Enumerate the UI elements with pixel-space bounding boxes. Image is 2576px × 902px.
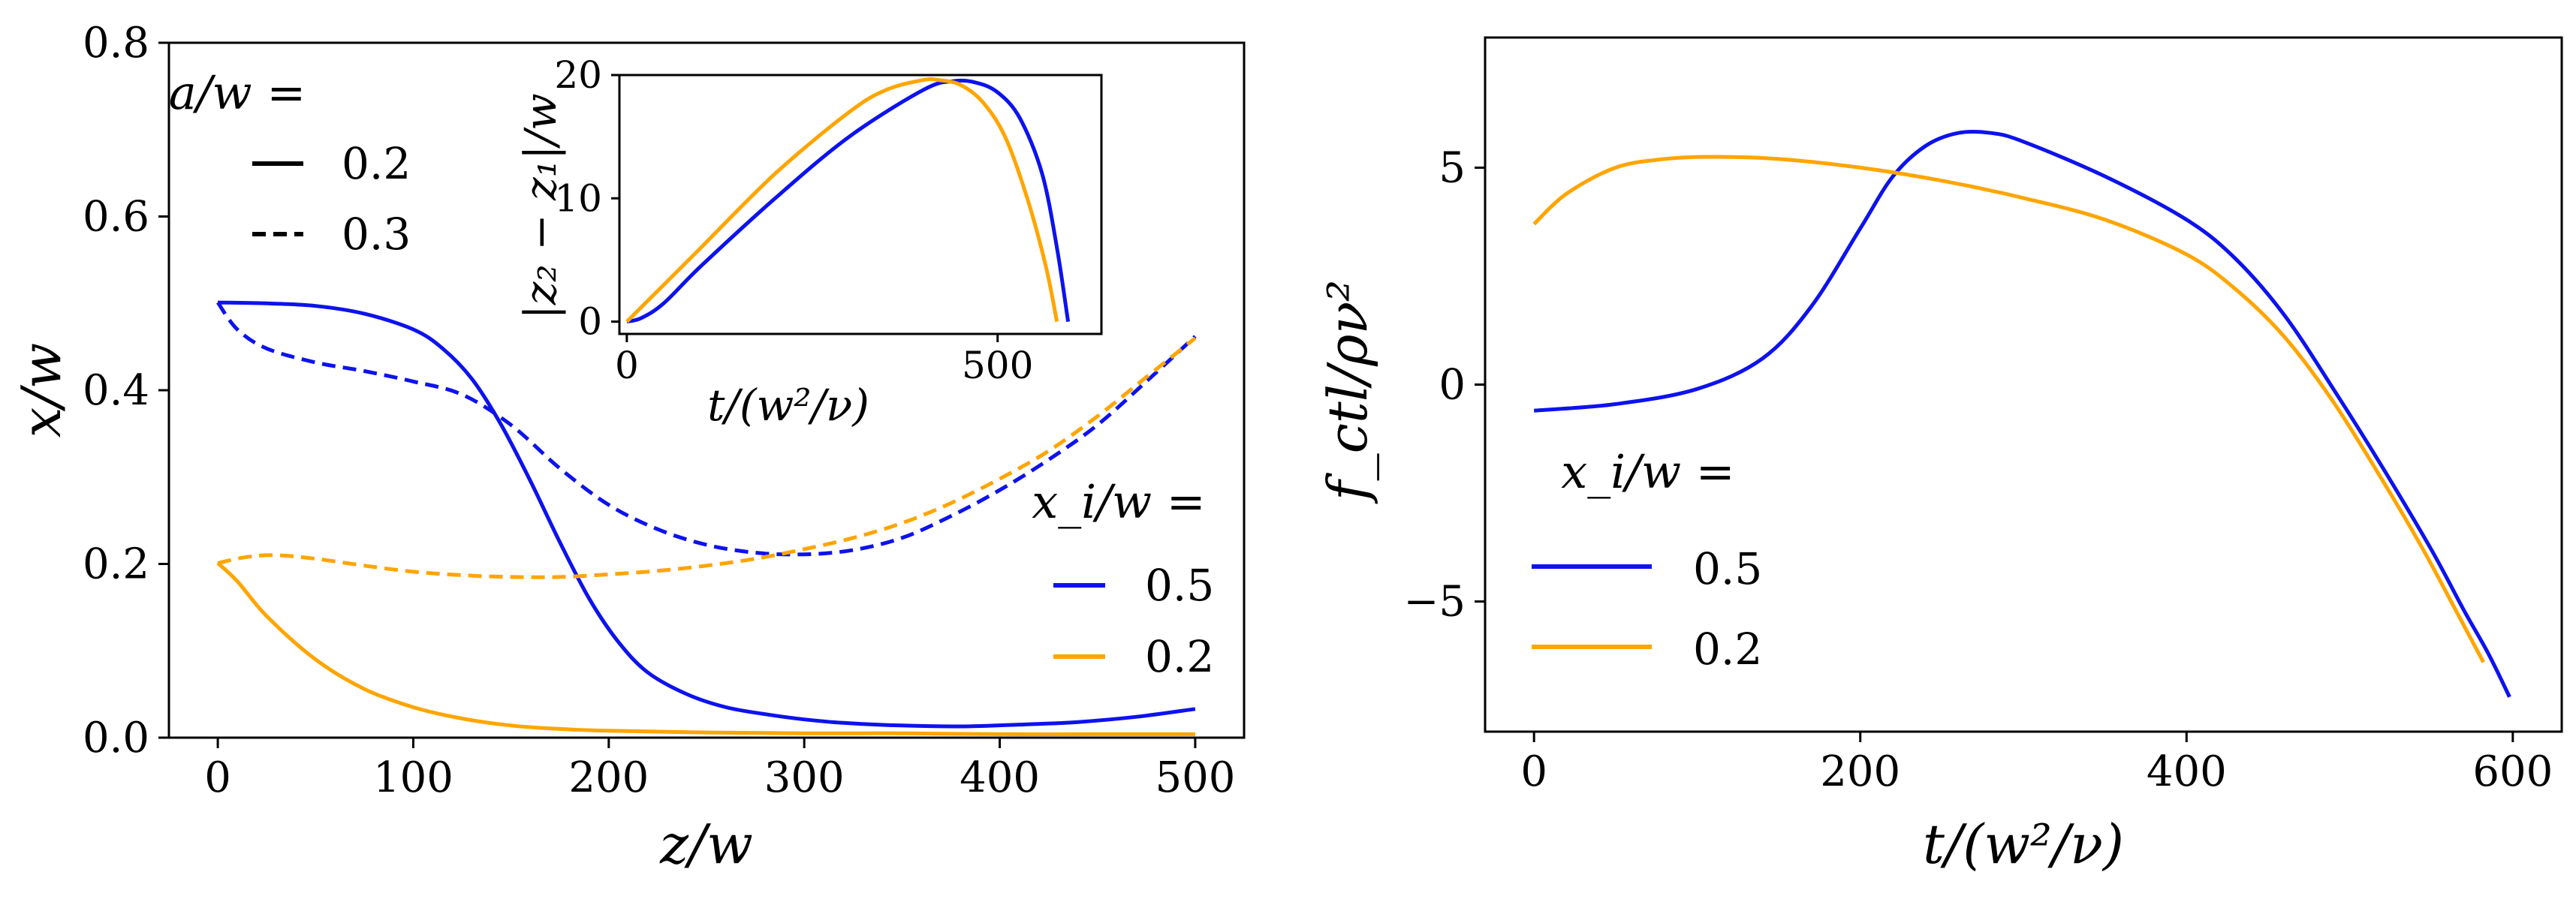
series-line-0	[626, 78, 1071, 324]
inset-ylabel: |z₂ − z₁|/w	[515, 93, 566, 319]
legend-color-title: x_i/w =	[1032, 474, 1205, 529]
x-tick-label: 500	[1155, 753, 1235, 802]
series-line-2	[216, 561, 1195, 736]
x-tick-label: 300	[764, 753, 845, 802]
y-tick-label: 5	[1439, 143, 1466, 192]
left-series	[216, 300, 1197, 736]
left-legend-dash: a/w = 0.2 0.3	[169, 65, 411, 260]
y-tick-label: −5	[1403, 578, 1466, 627]
right-axes-frame	[1484, 36, 2563, 733]
y-tick-label: 20	[554, 53, 602, 97]
x-tick-label: 600	[2472, 747, 2553, 796]
y-tick-label: 0.4	[83, 366, 149, 415]
left-axes-frame	[167, 41, 1246, 739]
x-tick-label: 100	[373, 753, 453, 802]
x-tick-label: 0	[1520, 747, 1547, 796]
left-legend-color: x_i/w = 0.5 0.2	[1032, 474, 1214, 682]
x-tick-label: 500	[962, 344, 1033, 387]
series-line-1	[1532, 155, 2485, 663]
inset-ticks: 0 500 0 10 20	[554, 53, 1033, 387]
y-tick-label: 0.0	[83, 714, 149, 762]
left-ylabel: x/w	[10, 343, 73, 438]
right-ylabel: f_ctl/ρν²	[1316, 280, 1379, 504]
inset-axes-frame	[618, 74, 1103, 335]
right-legend-blue-label: 0.5	[1693, 543, 1762, 594]
legend-dash-title: a/w =	[169, 65, 306, 120]
series-line-1	[216, 301, 1197, 557]
inset-chart: 0 500 0 10 20 t/(w²/ν) |z₂ − z₁|/w	[515, 53, 1103, 431]
series-line-3	[217, 336, 1197, 579]
right-ticks: 0 200 400 600 −5 0 5	[1403, 143, 2553, 796]
y-tick-label: 0	[1439, 361, 1466, 410]
y-tick-label: 0.8	[83, 19, 149, 68]
y-tick-label: 10	[554, 176, 602, 220]
y-tick-label: 0	[578, 300, 602, 344]
x-tick-label: 400	[960, 753, 1040, 802]
x-tick-label: 0	[615, 344, 639, 387]
x-tick-label: 200	[568, 753, 649, 802]
right-legend-orange-label: 0.2	[1693, 624, 1762, 675]
series-line-0	[218, 300, 1196, 729]
legend-solid-label: 0.2	[342, 138, 411, 189]
series-line-0	[1533, 129, 2511, 698]
x-tick-label: 200	[1820, 747, 1900, 796]
x-tick-label: 0	[204, 753, 231, 802]
left-xlabel: z/w	[659, 813, 753, 876]
inset-series	[625, 77, 1071, 324]
right-legend: x_i/w = 0.5 0.2	[1532, 444, 1762, 675]
legend-orange-label: 0.2	[1145, 631, 1214, 682]
series-line-1	[625, 77, 1059, 323]
right-series	[1532, 129, 2511, 698]
legend-blue-label: 0.5	[1145, 560, 1214, 611]
y-tick-label: 0.2	[83, 540, 149, 589]
right-panel: 0 200 400 600 −5 0 5 t/(w²/ν) f_ctl/ρν² x_i/w …	[1316, 36, 2563, 876]
right-xlabel: t/(w²/ν)	[1923, 813, 2124, 876]
legend-dashed-label: 0.3	[342, 209, 411, 260]
x-tick-label: 400	[2147, 747, 2227, 796]
inset-xlabel: t/(w²/ν)	[707, 380, 869, 431]
y-tick-label: 0.6	[83, 193, 149, 242]
right-legend-title: x_i/w =	[1561, 444, 1734, 499]
